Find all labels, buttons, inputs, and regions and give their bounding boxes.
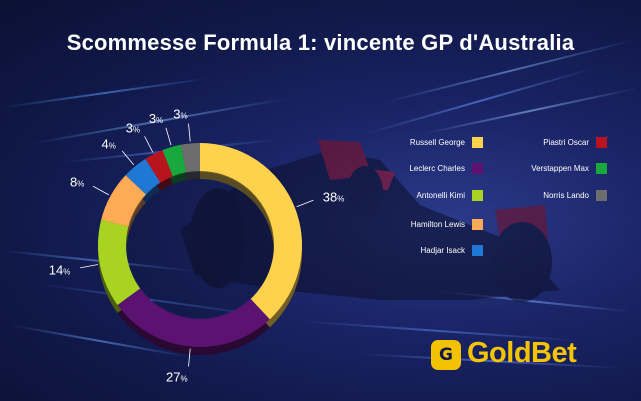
legend-swatch [596, 190, 607, 201]
legend-item: Leclerc Charles [363, 162, 483, 176]
data-label: 3% [126, 120, 140, 135]
legend-item: Norris Lando [487, 189, 607, 203]
data-label: 4% [102, 136, 116, 151]
legend-item: Verstappen Max [487, 162, 607, 176]
data-label: 8% [70, 174, 84, 189]
leader-line [80, 264, 98, 269]
leader-line [92, 185, 110, 196]
legend-item: Hadjar Isack [363, 244, 483, 258]
legend-label: Piastri Oscar [543, 138, 589, 147]
slice-hadjar-isack [125, 158, 161, 195]
goldbet-logo: G GoldBet [431, 337, 616, 375]
page-title: Scommesse Formula 1: vincente GP d'Austr… [66, 30, 575, 55]
legend-label: Hamilton Lewis [410, 220, 465, 229]
leader-line [121, 150, 135, 166]
leader-line [188, 348, 191, 367]
legend-label: Russell George [409, 138, 465, 147]
legend-swatch [472, 219, 483, 230]
slice-antonelli-kimi [98, 219, 141, 305]
legend-swatch [472, 190, 483, 201]
leader-line [296, 199, 314, 208]
donut-hole [127, 172, 273, 318]
legend-label: Hadjar Isack [420, 246, 465, 255]
leader-line [188, 123, 191, 142]
slice-hamilton-lewis [101, 175, 147, 227]
data-label: 27% [166, 369, 188, 384]
goldbet-logo-mark: G [431, 340, 461, 370]
goldbet-logo-text: GoldBet [467, 337, 577, 369]
legend-label: Norris Lando [543, 191, 589, 200]
legend-label: Leclerc Charles [409, 164, 465, 173]
data-label: 38% [323, 189, 345, 204]
slice-russell-george [200, 143, 303, 320]
slice-norris-lando [180, 143, 200, 173]
legend-item: Piastri Oscar [487, 136, 607, 150]
legend-swatch [472, 137, 483, 148]
legend-swatch [472, 163, 483, 174]
legend-label: Verstappen Max [531, 164, 589, 173]
legend-item: Russell George [363, 136, 483, 150]
slice-leclerc-charles [117, 288, 270, 348]
legend-swatch [596, 137, 607, 148]
slice-verstappen-max [162, 144, 187, 177]
legend-item: Hamilton Lewis [363, 218, 483, 232]
data-label: 14% [49, 263, 71, 278]
legend-item: Antonelli Kimi [363, 189, 483, 203]
leader-line [165, 127, 172, 146]
data-label: 3% [149, 111, 163, 126]
legend-swatch [472, 245, 483, 256]
leader-line [144, 136, 154, 153]
legend-swatch [596, 163, 607, 174]
slice-piastri-oscar [145, 150, 173, 183]
data-label: 3% [173, 107, 187, 122]
legend-label: Antonelli Kimi [416, 191, 465, 200]
